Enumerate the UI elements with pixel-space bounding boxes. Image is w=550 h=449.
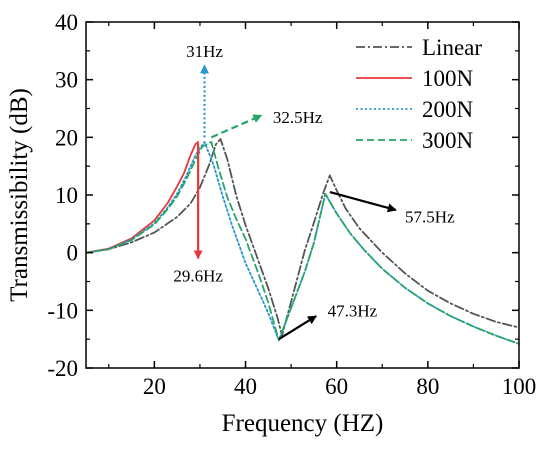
annotation-arrow-3 [278,315,317,341]
annotation-layer: 31Hz 32.5Hz 29.6Hz 47.3Hz 57.5Hz [173,42,455,341]
x-axis-label: Frequency (HZ) [222,410,384,437]
series-layer [86,138,519,345]
legend-label-linear: Linear [422,35,482,60]
annotation-label-3: 47.3Hz [328,301,378,320]
series-line-300n [86,140,519,345]
legend-label-100n: 100N [422,66,474,91]
y-tick-label: -20 [47,356,78,381]
y-tick-label: -10 [47,298,78,323]
legend-label-200n: 200N [422,97,474,122]
y-tick-label: 10 [55,183,78,208]
x-tick-label: 80 [416,374,439,399]
y-axis-label: Transmissibility (dB) [6,88,33,302]
axes-layer: 20 40 60 80 100 -20 -10 0 10 20 30 40 Frequency (HZ)… [6,10,536,437]
x-tick-label: 40 [234,374,257,399]
y-tick-label: 40 [55,10,78,35]
series-line-100n [86,140,200,254]
series-line-200n [86,140,519,345]
legend-label-300n: 300N [422,128,474,153]
x-tick-label: 100 [502,374,537,399]
annotation-label-2: 29.6Hz [173,267,223,286]
annotation-label-1: 32.5Hz [273,108,323,127]
y-tick-label: 20 [55,125,78,150]
y-tick-label: 30 [55,68,78,93]
series-line-linear [86,138,519,337]
annotation-arrow-1 [210,114,263,139]
annotation-label-4: 57.5Hz [405,207,455,226]
annotation-arrow-4 [329,191,397,213]
annotation-label-0: 31Hz [186,42,223,61]
x-tick-label: 60 [325,374,348,399]
legend: Linear 100N 200N 300N [356,35,482,153]
x-tick-label: 20 [143,374,166,399]
y-tick-label: 0 [67,241,79,266]
